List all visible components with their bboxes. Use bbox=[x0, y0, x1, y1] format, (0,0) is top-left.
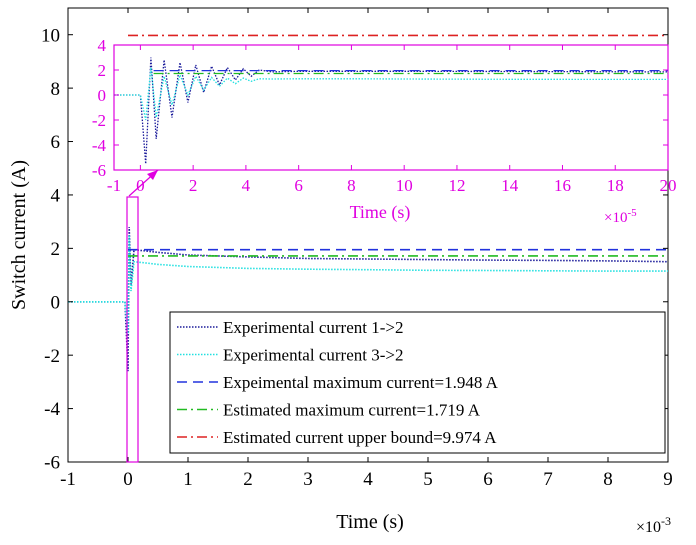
main-x-tick-label-8: 7 bbox=[543, 469, 553, 490]
main-x-tick-label-1: 0 bbox=[123, 469, 133, 490]
inset-y-tick-label-1: -4 bbox=[92, 136, 107, 155]
zoom-box bbox=[126, 169, 159, 463]
inset-x-tick-label-11: 20 bbox=[660, 176, 677, 195]
main-x-axis-label: Time (s) bbox=[336, 511, 404, 533]
inset-plot: -6 -4 -2 0 2 4 -1 0 2 4 6 8 10 12 14 16 18 20 Time (s) ×… bbox=[92, 36, 677, 226]
zoom-region-rectangle bbox=[126, 196, 139, 463]
main-y-tick-label-1: -4 bbox=[44, 399, 60, 420]
inset-x-tick-label-0: -1 bbox=[107, 176, 121, 195]
inset-x-tick-label-7: 12 bbox=[448, 176, 465, 195]
main-y-axis-label: Switch current (A) bbox=[8, 160, 30, 310]
main-y-tick-label-0: -6 bbox=[44, 453, 60, 474]
inset-x-multiplier: ×10-5 bbox=[604, 207, 637, 226]
zoom-pointer-arrow-head bbox=[147, 170, 158, 180]
inset-x-axis-label: Time (s) bbox=[350, 202, 411, 223]
main-x-tick-label-4: 3 bbox=[303, 469, 313, 490]
main-x-tick-group: -1 0 1 2 3 4 5 6 7 8 9 bbox=[60, 8, 673, 490]
legend-items: Experimental current 1->2 Experimental cu… bbox=[177, 318, 499, 447]
inset-x-tick-label-1: 0 bbox=[136, 176, 145, 195]
main-x-multiplier: ×10-3 bbox=[636, 514, 671, 536]
inset-x-tick-label-2: 2 bbox=[189, 176, 198, 195]
legend-label-4: Estimated current upper bound=9.974 A bbox=[223, 428, 497, 447]
inset-series-group bbox=[114, 57, 669, 164]
main-y-tick-group: -6 -4 -2 0 2 4 6 8 10 bbox=[41, 25, 668, 474]
main-series-group bbox=[68, 34, 669, 372]
main-x-tick-label-6: 5 bbox=[423, 469, 433, 490]
inset-plot-frame bbox=[113, 44, 669, 171]
main-x-tick-label-9: 8 bbox=[603, 469, 613, 490]
main-series-line-1 bbox=[68, 234, 668, 334]
inset-y-tick-label-3: 0 bbox=[98, 86, 107, 105]
main-y-tick-label-2: -2 bbox=[44, 346, 60, 367]
inset-x-tick-group: -1 0 2 4 6 8 10 12 14 16 18 20 bbox=[107, 45, 677, 195]
inset-x-tick-label-3: 4 bbox=[242, 176, 251, 195]
inset-x-tick-label-5: 8 bbox=[347, 176, 356, 195]
legend-label-1: Experimental current 3->2 bbox=[223, 346, 403, 365]
main-y-tick-label-4: 2 bbox=[51, 239, 61, 260]
main-y-tick-label-8: 10 bbox=[41, 25, 60, 46]
inset-series-line-0 bbox=[114, 57, 669, 164]
main-x-tick-label-2: 1 bbox=[183, 469, 193, 490]
inset-y-tick-label-5: 4 bbox=[98, 36, 107, 55]
inset-y-tick-label-4: 2 bbox=[98, 61, 107, 80]
inset-x-tick-label-4: 6 bbox=[294, 176, 303, 195]
legend: Experimental current 1->2 Experimental cu… bbox=[169, 311, 666, 454]
inset-x-tick-label-10: 18 bbox=[607, 176, 624, 195]
inset-y-tick-label-2: -2 bbox=[92, 111, 106, 130]
inset-x-tick-label-8: 14 bbox=[501, 176, 519, 195]
inset-x-tick-label-9: 16 bbox=[554, 176, 571, 195]
legend-box bbox=[169, 311, 666, 454]
inset-series-line-1 bbox=[114, 67, 669, 121]
main-x-tick-label-7: 6 bbox=[483, 469, 493, 490]
main-y-tick-label-7: 8 bbox=[51, 79, 61, 100]
legend-label-3: Estimated maximum current=1.719 A bbox=[223, 401, 481, 420]
main-y-tick-label-6: 6 bbox=[51, 132, 61, 153]
inset-x-tick-label-6: 10 bbox=[396, 176, 413, 195]
main-x-tick-label-10: 9 bbox=[663, 469, 673, 490]
legend-label-2: Expeimental maximum current=1.948 A bbox=[223, 373, 499, 392]
main-x-tick-label-0: -1 bbox=[60, 469, 76, 490]
main-y-tick-label-3: 0 bbox=[51, 292, 61, 313]
main-y-tick-label-5: 4 bbox=[51, 186, 61, 207]
main-x-tick-label-3: 2 bbox=[243, 469, 253, 490]
legend-label-0: Experimental current 1->2 bbox=[223, 318, 403, 337]
inset-y-tick-label-0: -6 bbox=[92, 161, 106, 180]
inset-y-tick-group: -6 -4 -2 0 2 4 bbox=[92, 36, 668, 180]
main-x-tick-label-5: 4 bbox=[363, 469, 373, 490]
